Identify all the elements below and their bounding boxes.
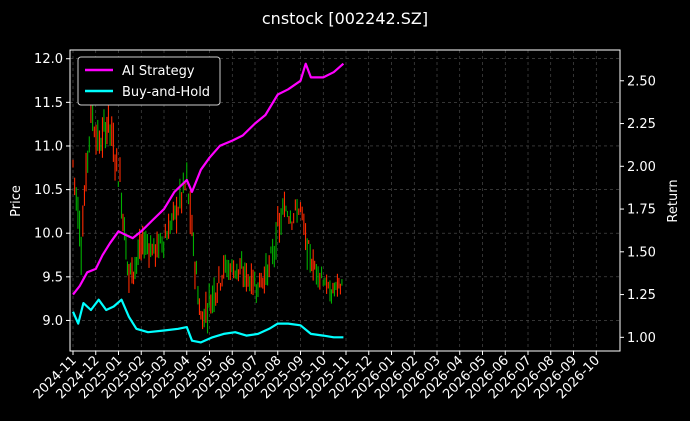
y2-tick-label: 1.00 [627, 331, 656, 346]
y-tick-label: 11.0 [34, 139, 63, 154]
legend-box [77, 56, 221, 106]
grid-layer [70, 50, 620, 351]
y2-axis-label: Return [666, 179, 681, 222]
y-tick-label: 11.5 [34, 96, 63, 111]
y-tick-label: 12.0 [34, 52, 63, 67]
y2-tick-label: 2.50 [627, 74, 656, 89]
y-tick-label: 9.0 [42, 314, 63, 329]
series-line-buy-and-hold [71, 298, 344, 344]
y2-tick-label: 2.00 [627, 160, 656, 175]
legend-label-ai-strategy: AI Strategy [122, 64, 195, 79]
y2-tick-label: 2.25 [627, 117, 656, 132]
plot-frame [69, 49, 621, 352]
series-lines [71, 62, 345, 344]
y2-tick-label: 1.75 [627, 203, 656, 218]
y2-tick-label: 1.25 [627, 288, 656, 303]
series-line-ai-strategy [72, 62, 345, 296]
legend: AI Strategy Buy-and-Hold [77, 56, 221, 106]
y-tick-label: 10.0 [34, 227, 63, 242]
chart-title: cnstock [002242.SZ] [262, 9, 428, 28]
y-tick-label: 9.5 [42, 270, 63, 285]
y2-tick-label: 1.50 [627, 245, 656, 260]
y-axis-label: Price [9, 185, 24, 217]
y-tick-label: 10.5 [34, 183, 63, 198]
legend-label-buy-and-hold: Buy-and-Hold [122, 85, 210, 100]
price-candles [72, 91, 343, 334]
